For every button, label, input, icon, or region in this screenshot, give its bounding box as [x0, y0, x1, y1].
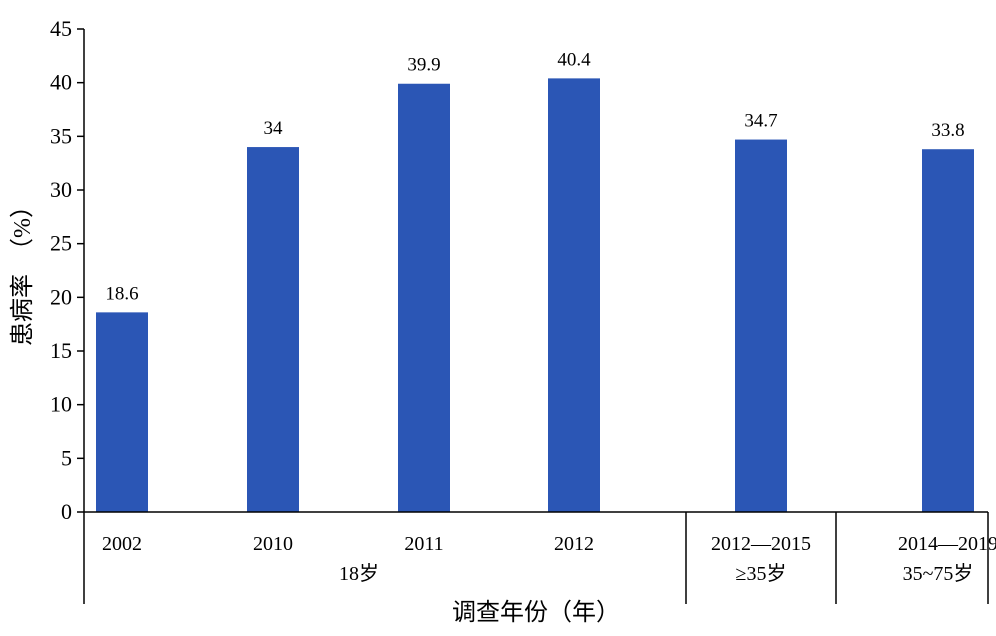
y-tick-label: 5 [61, 445, 72, 470]
y-tick-label: 25 [50, 231, 72, 256]
bar [398, 83, 450, 513]
bar [922, 149, 974, 513]
bar [735, 139, 787, 512]
y-tick-label: 35 [50, 123, 72, 148]
data-label: 33.8 [931, 120, 964, 141]
bar [247, 147, 299, 513]
x-group-label: ≥35岁 [736, 562, 787, 585]
data-label: 40.4 [557, 49, 591, 70]
x-axis: 2002 2010 2011 2012 2012—2015 2014—2019 18岁 ≥35… [84, 511, 996, 604]
y-axis: 0 5 10 15 20 25 30 35 40 45 [50, 16, 85, 604]
bar [96, 312, 148, 512]
y-tick-label: 0 [61, 499, 72, 524]
data-label: 39.9 [407, 55, 440, 76]
x-category-label: 2012—2015 [711, 533, 811, 555]
y-tick-label: 20 [50, 284, 72, 309]
y-tick-label: 15 [50, 338, 72, 363]
data-label: 18.6 [105, 283, 138, 304]
x-group-label: 35~75岁 [903, 562, 974, 585]
y-axis-title: 患病率 （%） [9, 194, 36, 346]
x-category-label: 2012 [554, 533, 594, 555]
y-tick-label: 10 [50, 392, 72, 417]
x-category-label: 2002 [102, 533, 142, 555]
x-axis-title: 调查年份（年） [452, 599, 620, 626]
x-category-label: 2011 [404, 533, 443, 555]
y-tick-label: 30 [50, 177, 72, 202]
bar [548, 78, 600, 512]
x-category-label: 2010 [253, 533, 293, 555]
data-label: 34.7 [744, 111, 777, 132]
bars: 18.6 34 39.9 40.4 34.7 33.8 [96, 49, 974, 513]
x-group-label: 18岁 [339, 562, 379, 585]
y-tick-label: 40 [50, 70, 72, 95]
y-tick-label: 45 [50, 16, 72, 41]
data-label: 34 [264, 118, 284, 139]
x-category-label: 2014—2019 [898, 533, 996, 555]
